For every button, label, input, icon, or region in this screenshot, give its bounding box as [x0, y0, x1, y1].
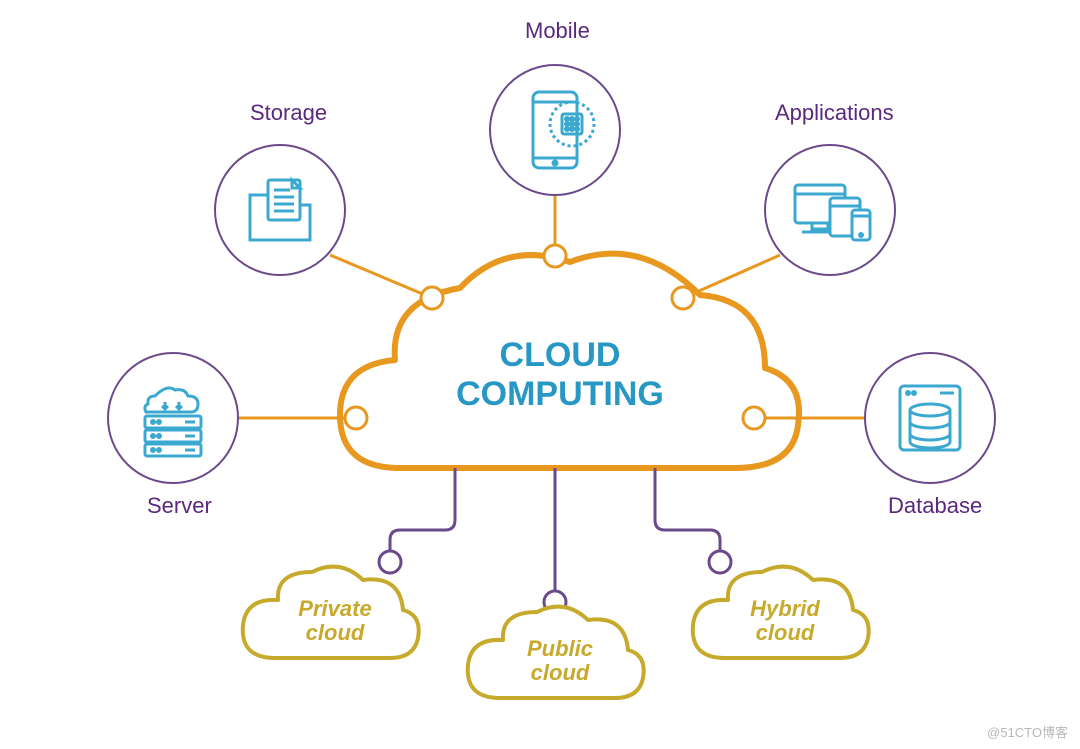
- label-database: Database: [888, 493, 982, 519]
- center-title-line1: CLOUD: [500, 336, 621, 374]
- label-server: Server: [147, 493, 212, 519]
- label-mobile: Mobile: [525, 18, 590, 44]
- center-title-line2: COMPUTING: [456, 375, 664, 413]
- label-applications: Applications: [775, 100, 894, 126]
- label-private-cloud: Private cloud: [275, 597, 395, 645]
- subcloud-connectors: [390, 468, 720, 595]
- watermark: @51CTO博客: [987, 722, 1068, 741]
- center-title: CLOUD COMPUTING: [400, 336, 720, 414]
- label-hybrid-cloud: Hybrid cloud: [725, 597, 845, 645]
- label-storage: Storage: [250, 100, 327, 126]
- label-public-cloud: Public cloud: [500, 637, 620, 685]
